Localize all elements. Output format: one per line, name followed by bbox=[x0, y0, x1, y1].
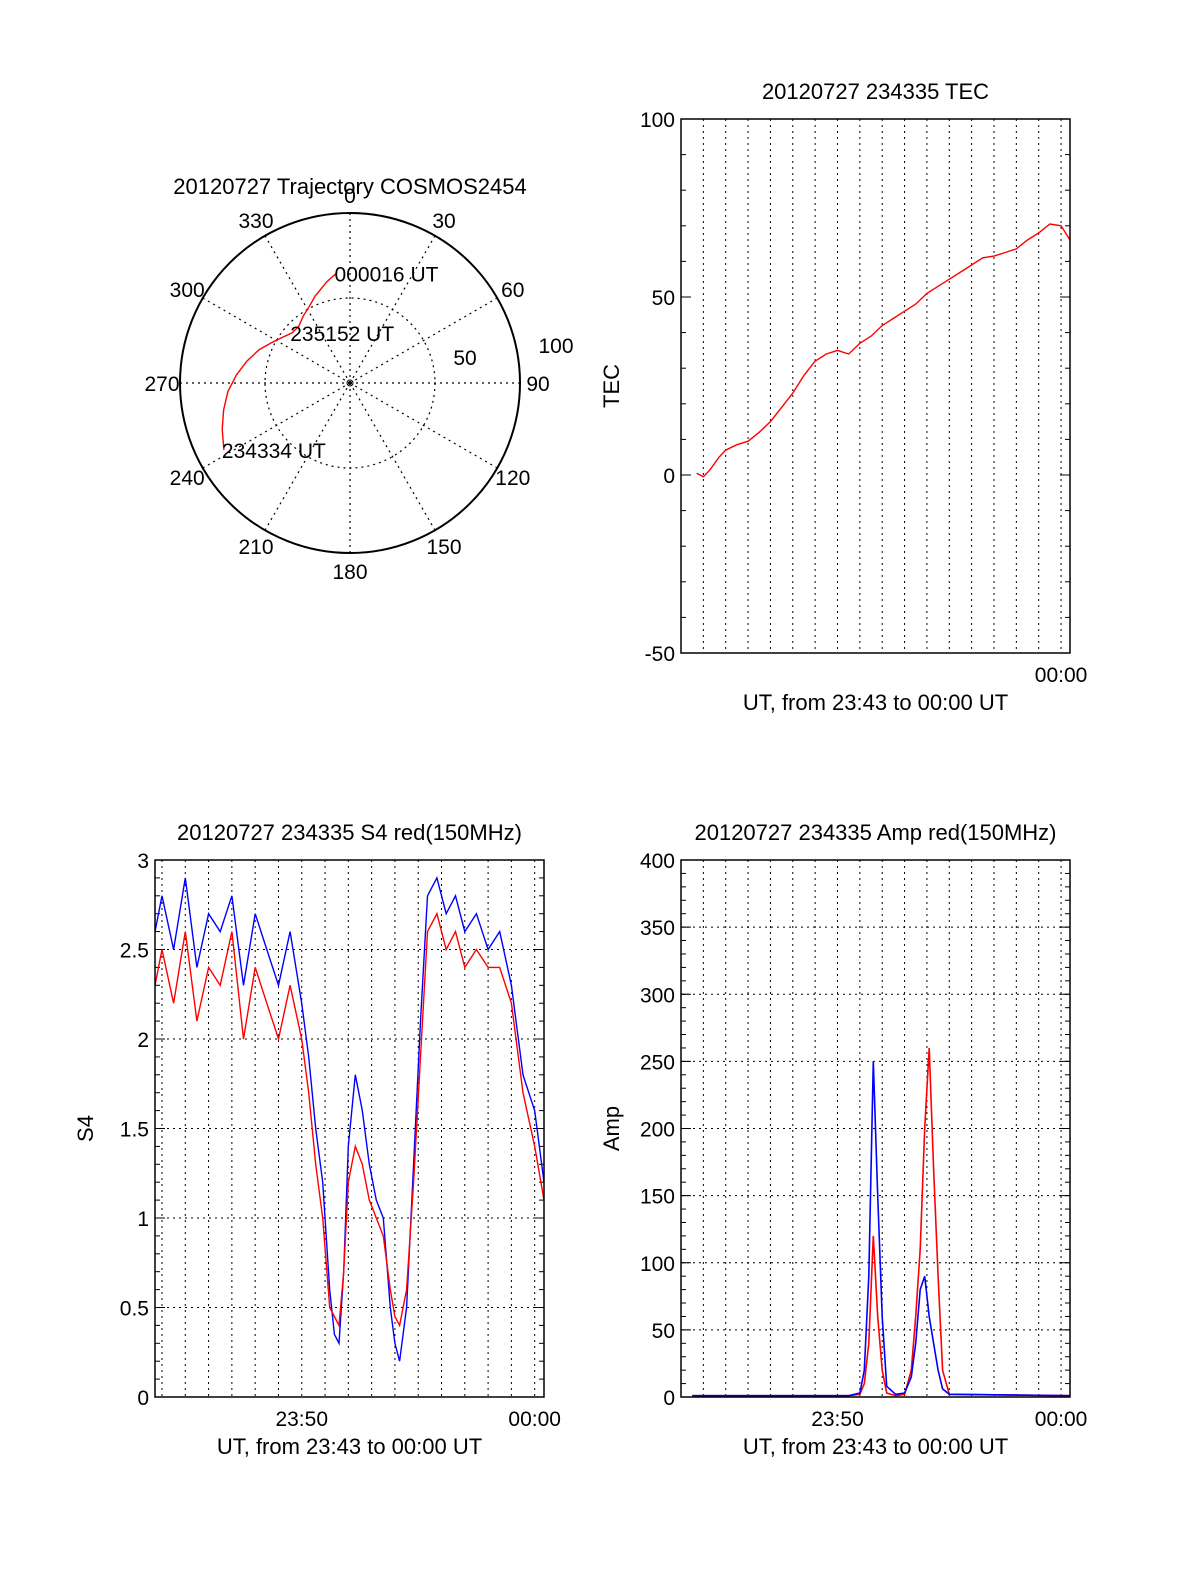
y-tick-label: 0 bbox=[137, 1387, 149, 1410]
y-axis-label: S4 bbox=[73, 1115, 98, 1142]
polar-time-annotation: 235152 UT bbox=[290, 323, 394, 346]
polar-spoke bbox=[349, 382, 436, 531]
y-tick-label: 400 bbox=[640, 850, 675, 873]
polar-time-annotation: 234334 UT bbox=[222, 440, 326, 463]
polar-spoke bbox=[349, 297, 498, 384]
polar-spoke bbox=[349, 382, 498, 469]
chart-panel-3: 20120727 234335 Amp red(150MHz) 0 50 100 150… bbox=[599, 820, 1087, 1459]
y-tick-label: 3 bbox=[137, 850, 149, 873]
polar-radial-label: 50 bbox=[453, 347, 476, 370]
y-tick-label: 1 bbox=[137, 1208, 149, 1231]
polar-azimuth-label: 180 bbox=[332, 561, 367, 584]
polar-azimuth-label: 120 bbox=[495, 467, 530, 490]
polar-azimuth-label: 270 bbox=[144, 373, 179, 396]
chart-title: 20120727 234335 Amp red(150MHz) bbox=[694, 820, 1056, 845]
polar-azimuth-label: 300 bbox=[170, 279, 205, 302]
chart-panel-1: 20120727 234335 TEC -50 0 50 100 00:00 UT, fro… bbox=[599, 79, 1087, 715]
polar-azimuth-label: 90 bbox=[526, 373, 549, 396]
polar-trajectory-line bbox=[221, 272, 337, 451]
y-tick-label: 0 bbox=[663, 1387, 675, 1410]
x-axis-label: UT, from 23:43 to 00:00 UT bbox=[743, 1434, 1008, 1459]
series-line-0 bbox=[696, 223, 1070, 478]
x-axis-label: UT, from 23:43 to 00:00 UT bbox=[743, 690, 1008, 715]
chart-panel-2: 20120727 234335 S4 red(150MHz) 0 0.5 1 1.5 2 2… bbox=[73, 820, 561, 1459]
y-tick-label: -50 bbox=[645, 643, 675, 666]
polar-center bbox=[346, 379, 354, 387]
polar-radial-label: 100 bbox=[538, 335, 573, 358]
y-tick-label: 50 bbox=[652, 287, 675, 310]
polar-azimuth-label: 150 bbox=[426, 536, 461, 559]
polar-spoke bbox=[349, 235, 436, 384]
plot-frame bbox=[154, 859, 545, 1398]
y-tick-label: 300 bbox=[640, 984, 675, 1007]
y-tick-label: 2 bbox=[137, 1029, 149, 1052]
polar-spoke bbox=[264, 382, 351, 531]
polar-title: 20120727 Trajectory COSMOS2454 bbox=[173, 174, 526, 199]
polar-azimuth-label: 60 bbox=[501, 279, 524, 302]
polar-time-annotation: 000016 UT bbox=[335, 263, 439, 286]
plot-frame bbox=[680, 859, 1071, 1398]
series-line-1 bbox=[692, 1061, 1070, 1397]
x-axis-label: UT, from 23:43 to 00:00 UT bbox=[217, 1434, 482, 1459]
polar-azimuth-label: 240 bbox=[170, 467, 205, 490]
x-tick-label: 23:50 bbox=[275, 1408, 328, 1431]
chart-title: 20120727 234335 TEC bbox=[762, 79, 989, 104]
plot-frame bbox=[680, 118, 1071, 654]
y-tick-label: 200 bbox=[640, 1119, 675, 1142]
series-line-0 bbox=[155, 875, 544, 1362]
series-line-1 bbox=[155, 911, 544, 1328]
y-tick-label: 0 bbox=[663, 465, 675, 488]
x-tick-label: 00:00 bbox=[1035, 664, 1088, 687]
y-tick-label: 0.5 bbox=[120, 1298, 149, 1321]
x-tick-label: 00:00 bbox=[508, 1408, 561, 1431]
y-axis-label: TEC bbox=[599, 364, 624, 408]
y-tick-label: 100 bbox=[640, 109, 675, 132]
x-tick-label: 23:50 bbox=[811, 1408, 864, 1431]
y-tick-label: 1.5 bbox=[120, 1119, 149, 1142]
polar-azimuth-label: 210 bbox=[238, 536, 273, 559]
y-tick-label: 2.5 bbox=[120, 940, 149, 963]
polar-spoke bbox=[202, 382, 351, 469]
chart-title: 20120727 234335 S4 red(150MHz) bbox=[177, 820, 522, 845]
polar-azimuth-label: 330 bbox=[238, 210, 273, 233]
y-tick-label: 50 bbox=[652, 1320, 675, 1343]
y-tick-label: 250 bbox=[640, 1051, 675, 1074]
polar-azimuth-label: 0 bbox=[344, 185, 356, 208]
y-tick-label: 100 bbox=[640, 1253, 675, 1276]
y-tick-label: 150 bbox=[640, 1186, 675, 1209]
y-axis-label: Amp bbox=[599, 1106, 624, 1151]
y-tick-label: 350 bbox=[640, 917, 675, 940]
polar-azimuth-label: 30 bbox=[432, 210, 455, 233]
series-line-0 bbox=[692, 1047, 1070, 1397]
x-tick-label: 00:00 bbox=[1035, 1408, 1088, 1431]
